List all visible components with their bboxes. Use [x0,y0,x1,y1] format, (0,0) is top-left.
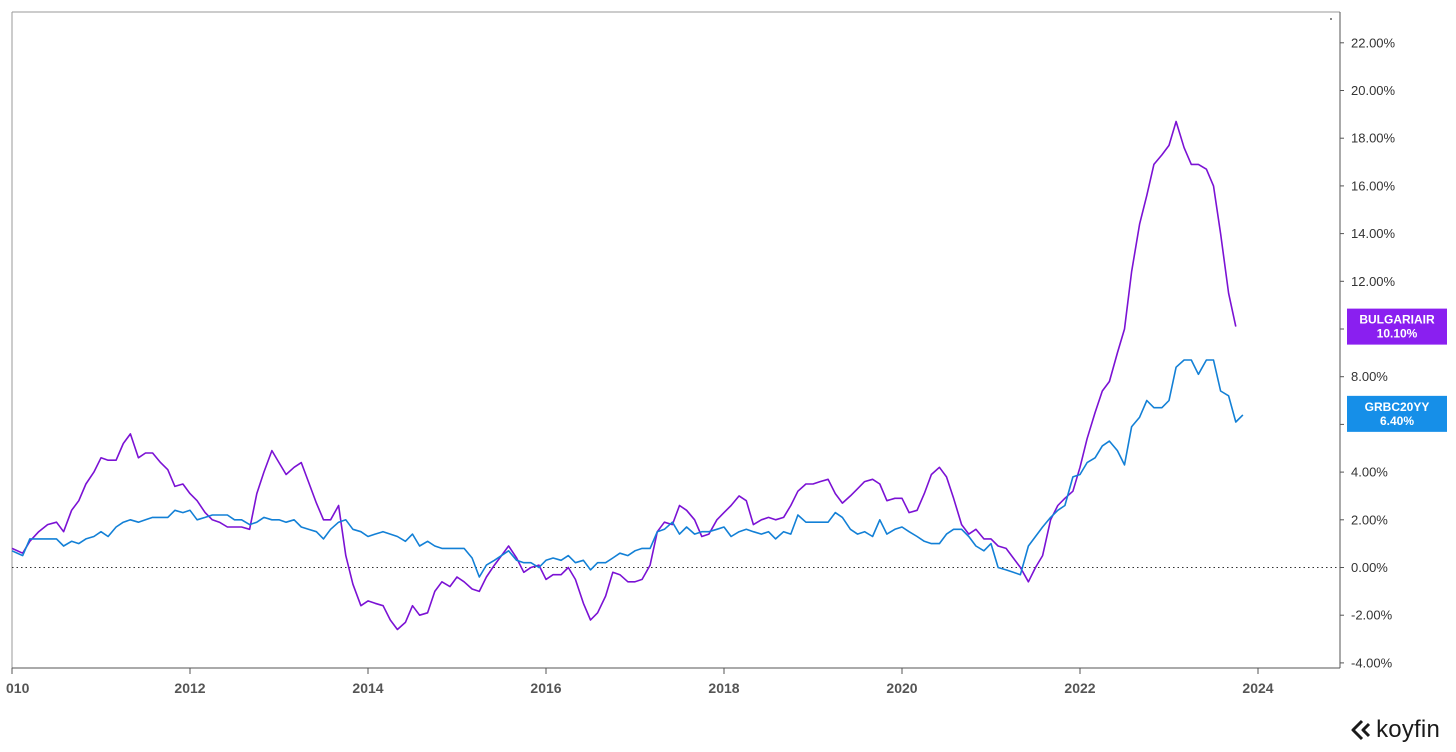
tag-bulgariair [1347,308,1447,345]
koyfin-logo-icon [1351,719,1371,741]
y-tick-label: 12.00% [1351,274,1396,289]
y-tick-label: 2.00% [1351,512,1388,527]
koyfin-logo: koyfin [1350,716,1440,744]
x-tick-label: 2016 [530,680,561,696]
tag-grbc20yy [1347,395,1447,432]
y-tick-label: 14.00% [1351,226,1396,241]
tag-name-grbc20yy: GRBC20YY [1365,400,1430,414]
tag-name-bulgariair: BULGARIAIR [1359,313,1435,327]
x-tick-label: 2014 [352,680,383,696]
x-tick-label: 010 [6,680,30,696]
series-line-bulgariair [11,120,1237,631]
x-tick-label: 2024 [1242,680,1273,696]
y-tick-label: 20.00% [1351,83,1396,98]
y-tick-label: -2.00% [1351,608,1393,623]
series-lines [11,120,1244,631]
y-tick-label: 8.00% [1351,369,1388,384]
x-tick-label: 2020 [886,680,917,696]
y-axis: -4.00%-2.00%0.00%2.00%4.00%6.00%8.00%10.… [1340,35,1396,670]
x-axis: 010 2012 2014 2016 2018 2020 2022 2024 [6,668,1274,696]
y-tick-label: 18.00% [1351,131,1396,146]
plot-frame [11,11,1341,669]
koyfin-logo-text: koyfin [1376,716,1440,743]
series-line-grbc20yy [11,359,1244,578]
x-tick-label: 2012 [174,680,205,696]
corner-dot [1330,18,1332,20]
y-tick-label: 4.00% [1351,465,1388,480]
y-tick-label: -4.00% [1351,655,1393,670]
tag-value-bulgariair: 10.10% [1377,327,1418,341]
y-tick-label: 22.00% [1351,35,1396,50]
tag-value-grbc20yy: 6.40% [1380,414,1414,428]
y-tick-label: 16.00% [1351,178,1396,193]
x-tick-label: 2022 [1064,680,1095,696]
x-tick-label: 2018 [708,680,739,696]
y-tick-label: 0.00% [1351,560,1388,575]
